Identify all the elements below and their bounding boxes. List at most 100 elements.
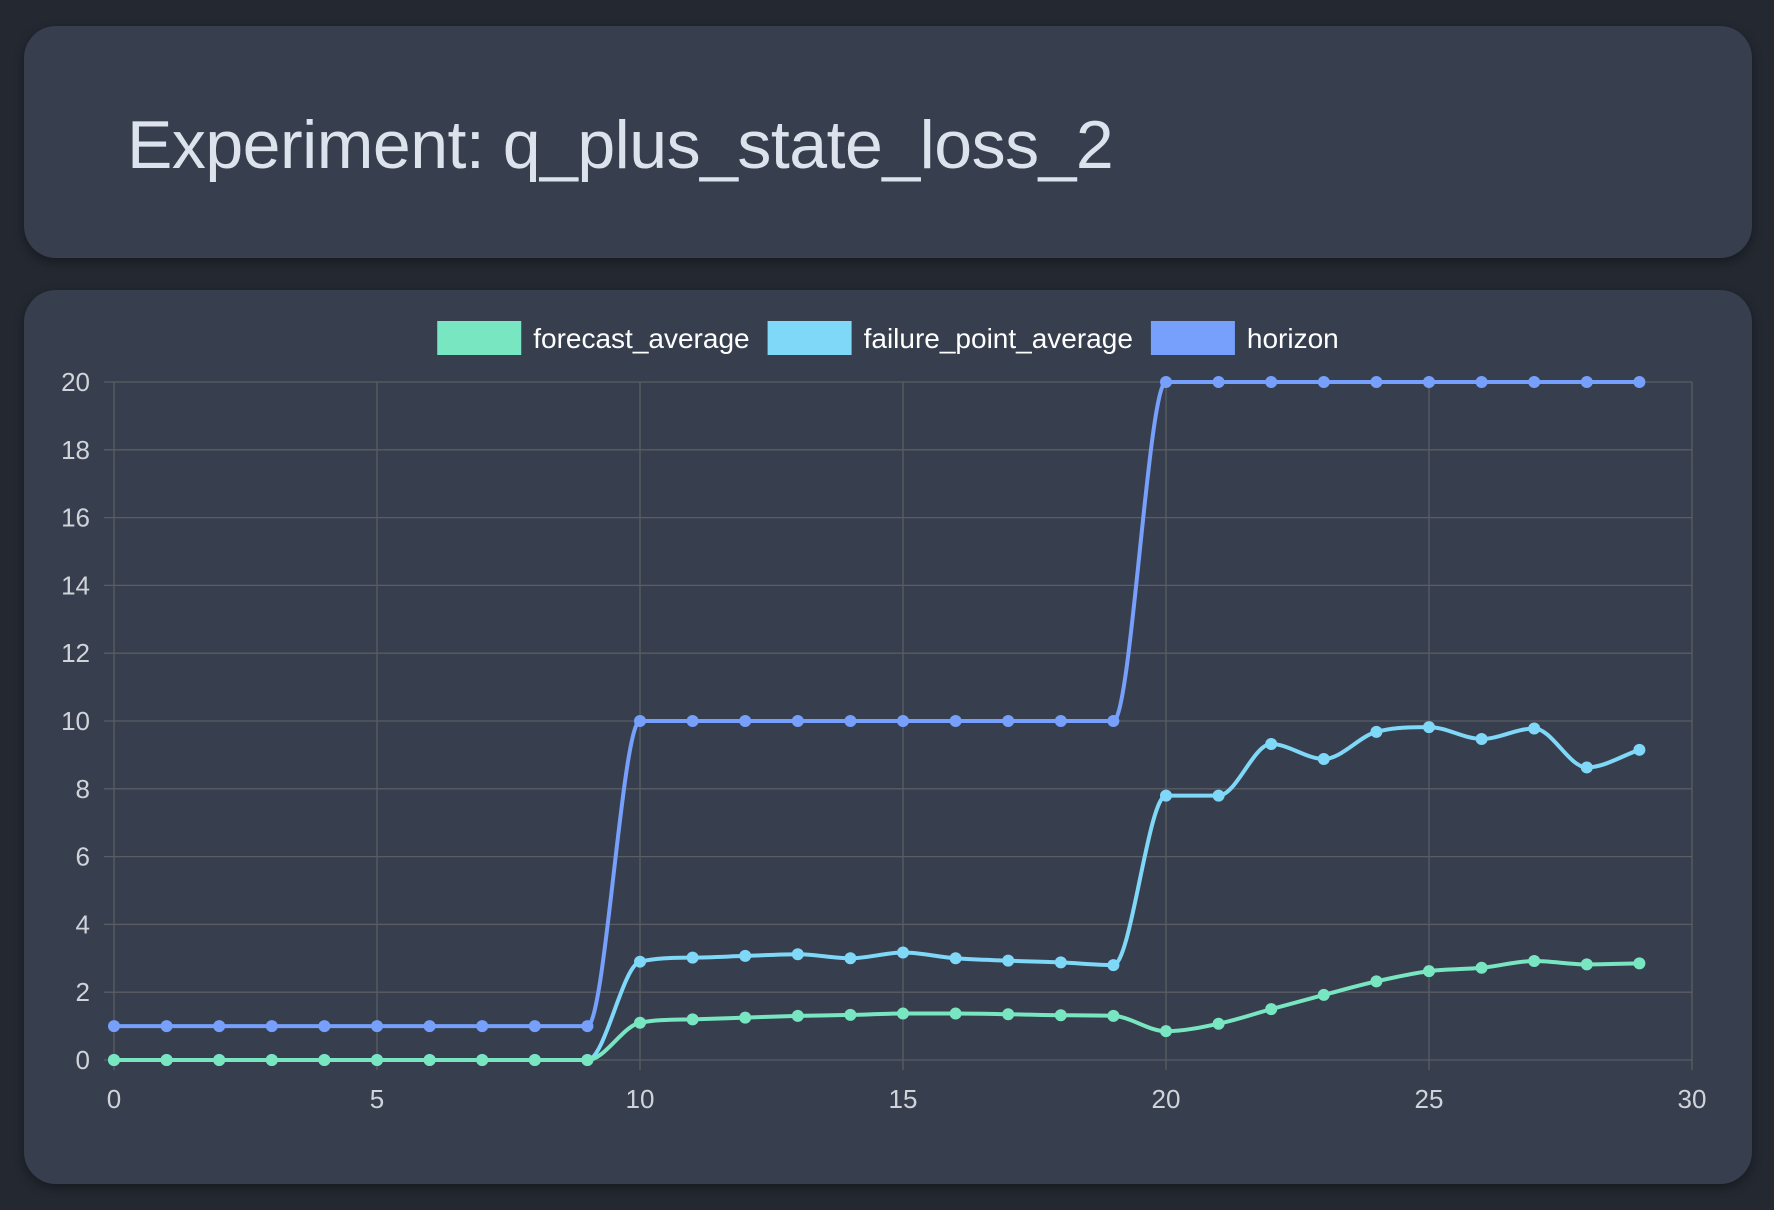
- data-point[interactable]: [739, 715, 752, 727]
- data-point[interactable]: [1317, 988, 1330, 1001]
- data-point[interactable]: [1212, 789, 1225, 802]
- data-point[interactable]: [686, 951, 699, 964]
- data-point[interactable]: [739, 949, 752, 962]
- data-point[interactable]: [686, 715, 699, 727]
- data-point[interactable]: [1212, 376, 1225, 388]
- data-point[interactable]: [1002, 954, 1015, 967]
- series-lines: [108, 376, 1646, 1066]
- data-point[interactable]: [265, 1054, 278, 1066]
- data-point[interactable]: [1265, 1003, 1278, 1016]
- data-point[interactable]: [1107, 1009, 1120, 1022]
- data-point[interactable]: [1370, 725, 1383, 738]
- data-point[interactable]: [739, 1011, 752, 1024]
- data-point[interactable]: [1265, 738, 1278, 751]
- data-point[interactable]: [1054, 956, 1067, 969]
- data-point[interactable]: [791, 1009, 804, 1022]
- data-point[interactable]: [1002, 1008, 1015, 1021]
- data-point[interactable]: [581, 1054, 594, 1066]
- data-point[interactable]: [1580, 958, 1593, 971]
- data-point[interactable]: [1054, 1009, 1067, 1022]
- data-point[interactable]: [1317, 752, 1330, 765]
- data-point[interactable]: [160, 1054, 173, 1066]
- y-tick-label: 0: [76, 1045, 90, 1075]
- series-line: [112, 725, 1642, 1062]
- legend-item-forecast-average[interactable]: forecast_average: [437, 321, 750, 355]
- data-point[interactable]: [1317, 376, 1330, 388]
- data-point[interactable]: [108, 1020, 120, 1033]
- data-point[interactable]: [1580, 376, 1593, 388]
- data-point[interactable]: [1633, 957, 1646, 970]
- data-point[interactable]: [476, 1054, 489, 1066]
- data-point[interactable]: [213, 1020, 226, 1033]
- legend-item-failure-point-average[interactable]: failure_point_average: [767, 321, 1133, 355]
- data-point[interactable]: [1002, 715, 1015, 727]
- data-point[interactable]: [1107, 715, 1120, 727]
- data-point[interactable]: [1423, 376, 1435, 388]
- data-point[interactable]: [1265, 376, 1278, 388]
- axis-ticks: 0 5 10 15 20 25 30 0 2 4 6 8 10 12 14 16 18 20: [61, 367, 1706, 1114]
- data-point[interactable]: [528, 1054, 541, 1066]
- data-point[interactable]: [371, 1054, 383, 1066]
- data-point[interactable]: [1528, 376, 1541, 388]
- data-point[interactable]: [897, 946, 909, 959]
- data-point[interactable]: [476, 1020, 489, 1033]
- series-forecast-average: [108, 955, 1646, 1066]
- data-point[interactable]: [423, 1054, 436, 1066]
- data-point[interactable]: [949, 715, 962, 727]
- data-point[interactable]: [791, 948, 804, 961]
- x-tick-label: 5: [370, 1084, 384, 1114]
- data-point[interactable]: [1160, 376, 1172, 388]
- data-point[interactable]: [213, 1054, 226, 1066]
- data-point[interactable]: [1580, 761, 1593, 774]
- data-point[interactable]: [528, 1020, 541, 1033]
- data-point[interactable]: [160, 1020, 173, 1033]
- x-tick-label: 30: [1678, 1084, 1707, 1114]
- legend-swatch: [437, 321, 522, 355]
- y-tick-label: 12: [61, 638, 90, 668]
- y-tick-label: 4: [76, 909, 90, 939]
- data-point[interactable]: [1107, 959, 1120, 972]
- data-point[interactable]: [791, 715, 804, 727]
- data-point[interactable]: [1212, 1017, 1225, 1030]
- legend: forecast_average failure_point_average hor…: [437, 321, 1339, 355]
- y-tick-label: 2: [76, 977, 90, 1007]
- data-point[interactable]: [1475, 732, 1488, 745]
- data-point[interactable]: [844, 1008, 857, 1021]
- x-tick-label: 10: [626, 1084, 655, 1114]
- data-point[interactable]: [318, 1020, 331, 1033]
- series-line: [112, 959, 1642, 1062]
- data-point[interactable]: [1528, 955, 1541, 968]
- data-point[interactable]: [1475, 376, 1488, 388]
- data-point[interactable]: [634, 715, 646, 727]
- page-title: Experiment: q_plus_state_loss_2: [127, 107, 1114, 183]
- data-point[interactable]: [686, 1013, 699, 1026]
- data-point[interactable]: [1160, 1025, 1172, 1038]
- data-point[interactable]: [1633, 743, 1646, 756]
- data-point[interactable]: [949, 952, 962, 965]
- data-point[interactable]: [844, 952, 857, 965]
- data-point[interactable]: [897, 715, 909, 727]
- data-point[interactable]: [1054, 715, 1067, 727]
- data-point[interactable]: [1633, 376, 1646, 388]
- data-point[interactable]: [949, 1007, 962, 1020]
- y-tick-label: 6: [76, 842, 90, 872]
- data-point[interactable]: [634, 1016, 646, 1029]
- data-point[interactable]: [1423, 965, 1435, 978]
- data-point[interactable]: [108, 1054, 120, 1066]
- data-point[interactable]: [1475, 961, 1488, 974]
- data-point[interactable]: [371, 1020, 383, 1033]
- data-point[interactable]: [1370, 975, 1383, 988]
- data-point[interactable]: [634, 955, 646, 968]
- data-point[interactable]: [1528, 722, 1541, 735]
- data-point[interactable]: [265, 1020, 278, 1033]
- data-point[interactable]: [1370, 376, 1383, 388]
- data-point[interactable]: [318, 1054, 331, 1066]
- data-point[interactable]: [1160, 789, 1172, 802]
- data-point[interactable]: [581, 1020, 594, 1033]
- legend-item-horizon[interactable]: horizon: [1150, 321, 1339, 355]
- data-point[interactable]: [423, 1020, 436, 1033]
- x-tick-label: 25: [1415, 1084, 1444, 1114]
- data-point[interactable]: [844, 715, 857, 727]
- data-point[interactable]: [897, 1007, 909, 1020]
- data-point[interactable]: [1423, 721, 1435, 734]
